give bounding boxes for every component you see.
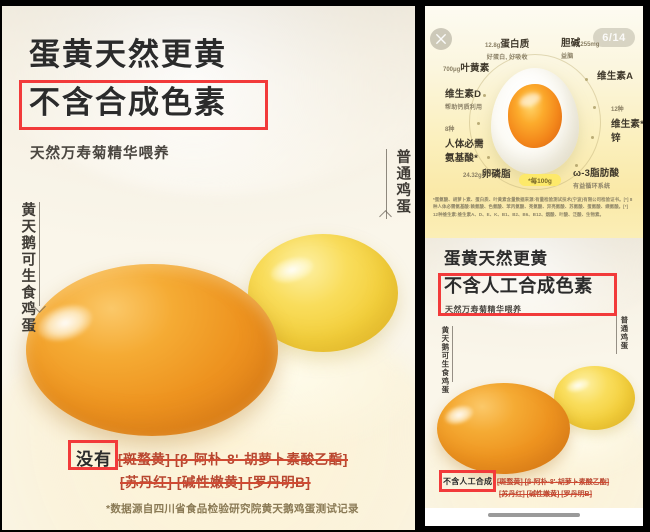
nutrient-desc: 帮助钙质利用: [445, 105, 483, 111]
nutrient-label-vitamins: 12种 维生素*: [611, 98, 643, 130]
nutrient-desc: 益脑: [561, 54, 574, 60]
orbit-dot: [591, 136, 594, 139]
premium-egg-yolk: [26, 264, 278, 436]
callout-right-tick: [379, 210, 392, 223]
phone-banned-additives-line-2: [苏丹红] [碱性嫩黄] [罗丹明B]: [499, 491, 592, 498]
nutrient-label-amino-acids: 8种 人体必需 氨基酸*: [445, 118, 484, 164]
nutrient-name: 维生素*: [611, 119, 643, 130]
nutrient-name: 锌: [611, 133, 621, 144]
banned-additives-line-2: [苏丹红] [碱性嫩黄] [罗丹明B]: [120, 475, 311, 490]
nutrient-name: 人体必需: [445, 139, 484, 150]
home-indicator[interactable]: [488, 513, 580, 517]
banned-additives-line-1: [斑蝥黄] [β-阿朴-8'-胡萝卜素酸乙酯]: [118, 452, 348, 467]
callout-ordinary-egg: 普通鸡蛋: [394, 149, 411, 215]
nutrient-amount: 700μg: [443, 67, 461, 73]
nutrient-label-lecithin: 24.32g卵磷脂: [463, 164, 511, 182]
phone-bottom-bar: [425, 508, 643, 526]
phone-poster-section: 蛋黄天然更黄 不含人工合成色素 天然万寿菊精华喂养 黄天鹅可生食鸡蛋 普通鸡蛋 …: [425, 238, 643, 508]
close-icon[interactable]: [430, 28, 452, 50]
phone-callout-premium-egg: 黄天鹅可生食鸡蛋: [440, 326, 450, 394]
phone-callout-left-rule: [452, 326, 453, 382]
phone-callout-ordinary-egg: 普通鸡蛋: [619, 316, 629, 350]
poster-subtitle: 天然万寿菊精华喂养: [30, 146, 170, 162]
phone-poster-subtitle: 天然万寿菊精华喂养: [445, 305, 522, 314]
callout-premium-egg: 黄天鹅可生食鸡蛋: [19, 202, 36, 334]
nutrient-name: 维生素D: [445, 89, 482, 100]
nutrient-amount: 12种: [611, 107, 624, 113]
nutrient-label-vitamin-d: 维生素D 帮助钙质利用: [445, 84, 482, 111]
phone-none-label: 不含人工合成: [443, 477, 493, 486]
orbit-dot: [483, 94, 486, 97]
phone-headline-secondary: 不含人工合成色素: [444, 276, 593, 296]
premium-yolk-rim: [26, 264, 278, 436]
phone-screen: 6/14 12.8g蛋白质 好蛋白, 好吸收: [425, 6, 643, 526]
nutrient-name: 胆碱: [561, 38, 581, 49]
per-100g-badge: *每100g: [519, 174, 561, 186]
nutrition-card: 6/14 12.8g蛋白质 好蛋白, 好吸收: [425, 6, 643, 238]
orbit-dot: [585, 78, 588, 81]
phone-screenshot-panel: 6/14 12.8g蛋白质 好蛋白, 好吸收: [417, 0, 650, 532]
poster-footnote: *数据源自四川省食品检验研究院黄天鹅鸡蛋测试记录: [106, 503, 359, 515]
none-label: 没有: [76, 450, 112, 469]
nutrient-name: ω-3脂肪酸: [573, 168, 620, 179]
nutrient-label-vitamin-a: 维生素A: [597, 66, 633, 84]
orbit-dot: [477, 122, 480, 125]
nutrition-fineprint: *蛋氨酸、胡萝卜素、蛋白质、叶黄素含量数据来源:有量检验测试技术(宁波)有限公司…: [433, 197, 633, 217]
nutrient-name: 蛋白质: [500, 39, 530, 50]
phone-none-label-red-box: [439, 470, 496, 492]
nutrient-desc: 好蛋白, 好吸收: [486, 55, 528, 61]
nutrient-label-lutein: 700μg叶黄素: [443, 58, 489, 76]
orbit-dot: [575, 164, 578, 167]
nutrient-label-protein: 12.8g蛋白质 好蛋白, 好吸收: [485, 34, 529, 61]
phone-headline-red-box: [438, 273, 617, 316]
nutrient-name: 维生素A: [597, 71, 634, 82]
nutrient-label-omega3: ω-3脂肪酸 有益循环系统: [573, 163, 619, 190]
nutrient-orbit-ring: [469, 54, 601, 190]
headline-red-box: [19, 80, 268, 130]
nutrient-name-2: 氨基酸*: [445, 153, 478, 164]
nutrient-name: 叶黄素: [460, 63, 490, 74]
nutrient-amount: 255mg: [580, 42, 600, 48]
poster-canvas: 蛋黄天然更黄 不含合成色素 天然万寿菊精华喂养 黄天鹅可生食鸡蛋 普通鸡蛋 没有…: [2, 6, 415, 530]
phone-premium-egg-yolk: [437, 383, 570, 474]
nutrient-name: 卵磷脂: [481, 169, 511, 180]
nutrient-amount: 12.8g: [485, 43, 501, 49]
poster-headline-secondary: 不含合成色素: [29, 85, 227, 120]
callout-left-rule: [39, 202, 40, 306]
phone-headline-primary: 蛋黄天然更黄: [444, 250, 548, 268]
phone-banned-additives-line-1: [斑蝥黄] [β-阿朴-8'-胡萝卜素酸乙酯]: [497, 479, 610, 486]
page-indicator: 6/14: [593, 28, 635, 47]
phone-callout-right-rule: [616, 316, 617, 354]
left-poster-panel: 蛋黄天然更黄 不含合成色素 天然万寿菊精华喂养 黄天鹅可生食鸡蛋 普通鸡蛋 没有…: [2, 6, 415, 530]
nutrient-desc: 有益循环系统: [573, 184, 611, 190]
nutrient-amount: 24.32g: [463, 173, 482, 179]
none-label-red-box: [68, 440, 118, 470]
poster-headline-primary: 蛋黄天然更黄: [29, 37, 227, 72]
nutrient-label-zinc: 锌: [611, 128, 621, 146]
nutrient-amount: 8种: [445, 127, 455, 133]
orbit-dot: [487, 156, 490, 159]
nutrient-label-choline: 胆碱255mg 益脑: [561, 33, 599, 60]
callout-right-rule: [386, 149, 387, 219]
orbit-dot: [593, 106, 596, 109]
